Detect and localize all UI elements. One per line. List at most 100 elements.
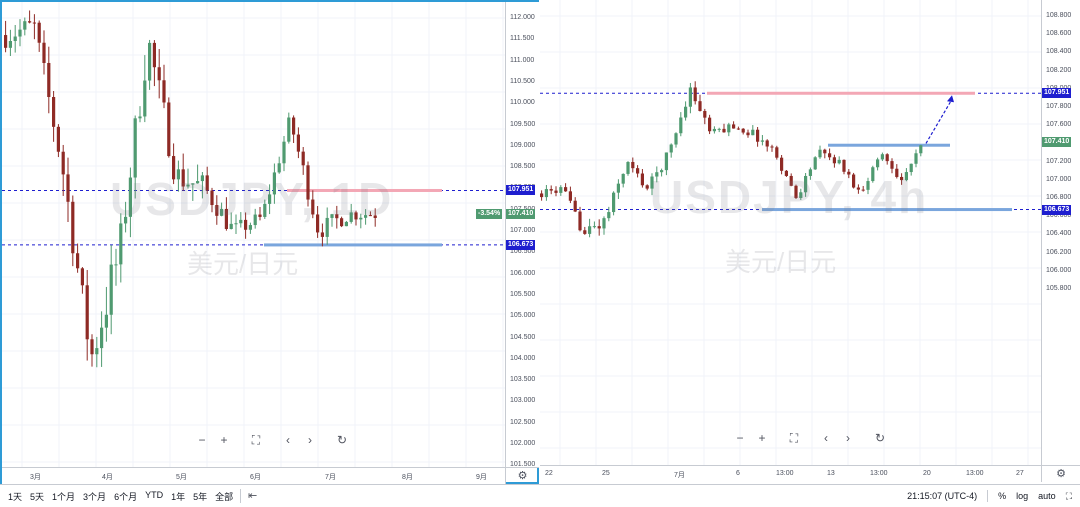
time-label: 13	[827, 470, 835, 477]
fullscreen-icon[interactable]: ⛶	[1065, 490, 1072, 501]
time-axis[interactable]: 22 25 7月 6 13:00 13 13:00 20 13:00 27	[540, 465, 1041, 482]
range-button[interactable]: 全部	[215, 492, 234, 502]
range-button[interactable]: 1天	[8, 492, 23, 502]
chart-panel-daily[interactable]: USDJPY, 1D 美元/日元 112.000 111.500 111.000 11…	[0, 0, 539, 484]
gear-icon[interactable]: ⚙	[505, 467, 539, 484]
scroll-left-button[interactable]: ‹	[286, 433, 290, 447]
daily-candle	[181, 153, 185, 191]
percent-scale-toggle[interactable]: %	[998, 491, 1007, 501]
price-tick: 108.200	[1046, 66, 1072, 74]
time-label: 27	[1016, 470, 1024, 477]
goto-date-icon[interactable]: ⇤	[248, 490, 258, 502]
range-button[interactable]: 6个月	[114, 492, 138, 502]
4h-candle	[885, 153, 889, 165]
time-label: 9月	[476, 474, 487, 481]
clock-time[interactable]: 21:15:07 (UTC-4)	[907, 491, 978, 501]
price-tick: 108.600	[1046, 30, 1072, 38]
log-scale-toggle[interactable]: log	[1016, 491, 1029, 501]
range-button[interactable]: 3个月	[83, 492, 107, 502]
range-button[interactable]: 1个月	[52, 492, 76, 502]
price-tick: 106.400	[1046, 230, 1072, 238]
4h-candle	[832, 154, 836, 168]
time-label: 3月	[30, 474, 41, 481]
bottom-toolbar: 1天 5天 1个月 3个月 6个月 YTD 1年 5年 全部 ⇤ 21:15:07 (UTC-4…	[0, 484, 1080, 507]
daily-candle	[196, 164, 200, 184]
daily-candle	[109, 245, 113, 335]
price-tick: 110.000	[510, 99, 535, 107]
daily-candle	[85, 270, 89, 361]
4h-candle	[904, 168, 908, 182]
range-button[interactable]: 5天	[30, 492, 45, 502]
daily-candle	[143, 55, 147, 123]
zoom-out-button[interactable]: −	[198, 433, 206, 447]
time-label: 8月	[402, 474, 413, 481]
chart-panel-4h[interactable]: USDJPY, 4h 美元/日元 108.800 108.600 108.400 10…	[540, 0, 1080, 484]
price-tick: 111.000	[510, 56, 535, 64]
reset-chart-icon[interactable]: ↻	[336, 433, 348, 447]
reset-scale-icon[interactable]: ⛶	[789, 431, 799, 445]
daily-candle	[282, 135, 286, 172]
reset-scale-icon[interactable]: ⛶	[251, 433, 261, 447]
daily-candle	[90, 334, 94, 367]
4h-candle	[684, 101, 688, 121]
zoom-in-button[interactable]: +	[220, 433, 228, 447]
daily-candle	[344, 220, 348, 227]
4h-candle	[861, 185, 865, 192]
4h-candle	[751, 125, 755, 136]
price-tick: 112.000	[510, 14, 535, 21]
daily-candle	[191, 183, 195, 201]
4h-candle	[823, 148, 827, 159]
zoom-out-button[interactable]: −	[736, 431, 744, 445]
daily-candle	[205, 166, 209, 194]
scroll-left-button[interactable]: ‹	[824, 431, 828, 445]
4h-candles[interactable]	[540, 0, 1041, 465]
4h-candle	[540, 190, 544, 201]
zoom-in-button[interactable]: +	[758, 431, 766, 445]
breakout-level[interactable]	[828, 143, 950, 147]
support-zone[interactable]	[264, 243, 442, 247]
daily-candle	[114, 248, 118, 286]
4h-candle	[669, 143, 673, 158]
price-tick: 107.800	[1046, 103, 1072, 110]
daily-candle	[258, 207, 262, 221]
price-tick: 105.000	[510, 312, 536, 320]
reset-chart-icon[interactable]: ↻	[874, 431, 886, 445]
range-button[interactable]: YTD	[145, 490, 164, 500]
range-button[interactable]: 1年	[171, 492, 186, 502]
daily-candle	[272, 163, 276, 204]
resistance-zone[interactable]	[287, 188, 442, 192]
auto-scale-toggle[interactable]: auto	[1038, 491, 1056, 501]
daily-candle	[52, 91, 56, 142]
projection-arrow[interactable]	[925, 98, 953, 144]
daily-candle	[100, 311, 104, 367]
gear-icon[interactable]: ⚙	[1041, 465, 1080, 482]
4h-candle	[856, 184, 860, 194]
time-axis[interactable]: 3月 4月 5月 6月 7月 8月 9月	[2, 467, 505, 484]
4h-candle	[880, 152, 884, 162]
range-button[interactable]: 5年	[193, 492, 208, 502]
4h-candle	[698, 94, 702, 112]
4h-candle	[895, 164, 899, 179]
scroll-right-button[interactable]: ›	[308, 433, 312, 447]
daily-candle	[253, 208, 257, 229]
daily-candles[interactable]	[2, 2, 505, 467]
price-axis[interactable]: 108.800108.600108.400108.200108.000107.8…	[1041, 0, 1080, 465]
daily-candle	[373, 208, 377, 227]
4h-candle	[554, 186, 558, 197]
date-range-selector: 1天 5天 1个月 3个月 6个月 YTD 1年 5年 全部	[8, 490, 233, 503]
4h-candle	[784, 169, 788, 177]
4h-candle	[909, 163, 913, 176]
4h-candle	[655, 166, 659, 183]
price-tick: 106.800	[1046, 194, 1072, 201]
daily-candle	[224, 197, 228, 231]
price-axis[interactable]: 112.000 111.500 111.000 110.500 110.000 109.5…	[476, 2, 539, 468]
price-tick: 102.000	[510, 440, 536, 447]
support-zone[interactable]	[762, 208, 1012, 212]
4h-candle	[770, 144, 774, 152]
scroll-right-button[interactable]: ›	[846, 431, 850, 445]
daily-candle	[4, 20, 8, 53]
4h-candle	[890, 158, 894, 174]
resistance-zone[interactable]	[707, 91, 975, 95]
price-tick: 105.800	[1046, 285, 1072, 292]
